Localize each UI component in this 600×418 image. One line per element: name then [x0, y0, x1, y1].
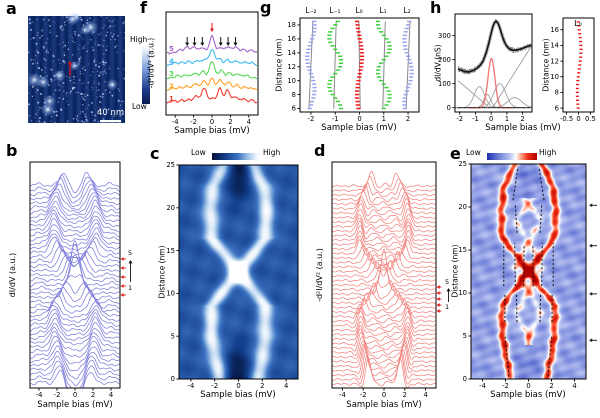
e-x-axis-label: Sample bias (mV) [490, 390, 566, 400]
scalebar-label: 40 nm [97, 108, 125, 118]
colorbar-high-label-e: High [539, 148, 557, 157]
b-y-axis-label: dI/dV (a.u.) [8, 252, 17, 298]
g-y-axis-label: Distance (nm) [274, 38, 284, 92]
colorbar-high-label-c: High [263, 148, 281, 157]
g-x-axis-label: Sample bias (mV) [321, 123, 397, 133]
panel-c-label: c [150, 144, 160, 163]
g-col-label-L1: L₁ [379, 6, 387, 15]
f-x-axis-label: Sample bias (mV) [174, 126, 250, 136]
panel-e-label: e [450, 144, 461, 163]
g-col-label-Lm2: L₋₂ [305, 6, 317, 15]
panel-a-label: a [6, 0, 17, 18]
h-inset-title: L₀ [574, 19, 582, 28]
panel-d-label: d [314, 141, 326, 160]
colorbar-low-label-c: Low [191, 148, 206, 157]
colorbar-low-label-a: Low [132, 102, 147, 111]
e-y-axis-label: Distance (nm) [450, 244, 460, 298]
b-marker-5: 5 [128, 249, 133, 257]
b-marker-1: 1 [128, 284, 133, 292]
panel-f-label: f [140, 0, 147, 17]
c-x-axis-label: Sample bias (mV) [200, 390, 276, 400]
h-x-axis-label: Sample bias (mV) [485, 123, 561, 133]
f-y-axis-label: -d²I/dV² (a.u.) [146, 37, 156, 89]
panel-g-label: g [260, 0, 272, 17]
panel-b-label: b [6, 141, 18, 160]
g-col-label-L2: L₂ [403, 6, 411, 15]
g-col-label-L0: L₀ [355, 6, 363, 15]
colorbar-low-label-e: Low [466, 148, 481, 157]
colorbar-high-label-a: High [130, 35, 148, 44]
h-inset-y-axis-label: Distance (nm) [541, 38, 551, 92]
h-y-axis-label: dI/dV (nS) [433, 44, 443, 82]
panel-h-label: h [430, 0, 442, 17]
b-x-axis-label: Sample bias (mV) [37, 400, 113, 410]
c-y-axis-label: Distance (nm) [157, 245, 167, 299]
d-y-axis-label: -d²I/dV² (a.u.) [315, 248, 324, 302]
d-marker-5: 5 [445, 278, 450, 286]
g-col-label-Lm1: L₋₁ [329, 6, 341, 15]
d-x-axis-label: Sample bias (mV) [346, 400, 422, 410]
d-marker-1: 1 [445, 303, 450, 311]
